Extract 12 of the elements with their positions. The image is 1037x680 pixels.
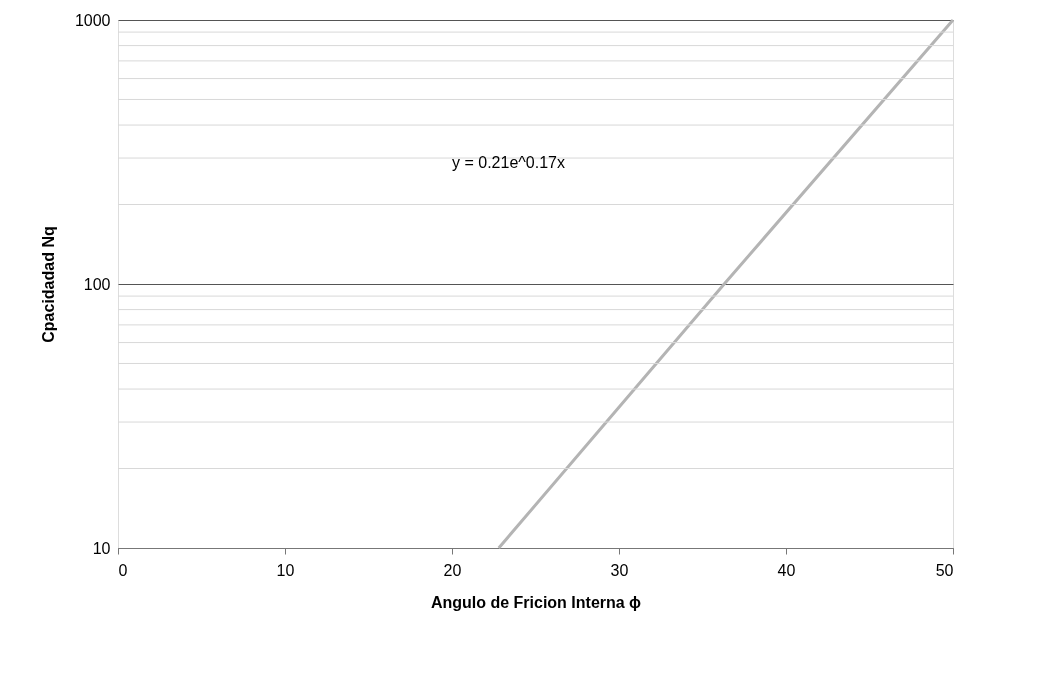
- y-tick-label: 10: [92, 539, 111, 557]
- x-tick-label: 40: [777, 561, 796, 579]
- x-tick-label: 50: [935, 561, 954, 579]
- annotation: y = 0.21e^0.17x: [452, 153, 565, 171]
- x-tick-label: 0: [118, 561, 128, 579]
- x-axis-title: Angulo de Fricion Interna ϕ: [430, 593, 642, 611]
- y-tick-label: 100: [83, 275, 111, 293]
- x-tick-label: 10: [276, 561, 295, 579]
- y-axis-title: Cpacidadad Nq: [39, 226, 57, 343]
- y-tick-label: 1000: [74, 11, 111, 29]
- x-tick-label: 20: [443, 561, 462, 579]
- x-tick-label: 30: [610, 561, 629, 579]
